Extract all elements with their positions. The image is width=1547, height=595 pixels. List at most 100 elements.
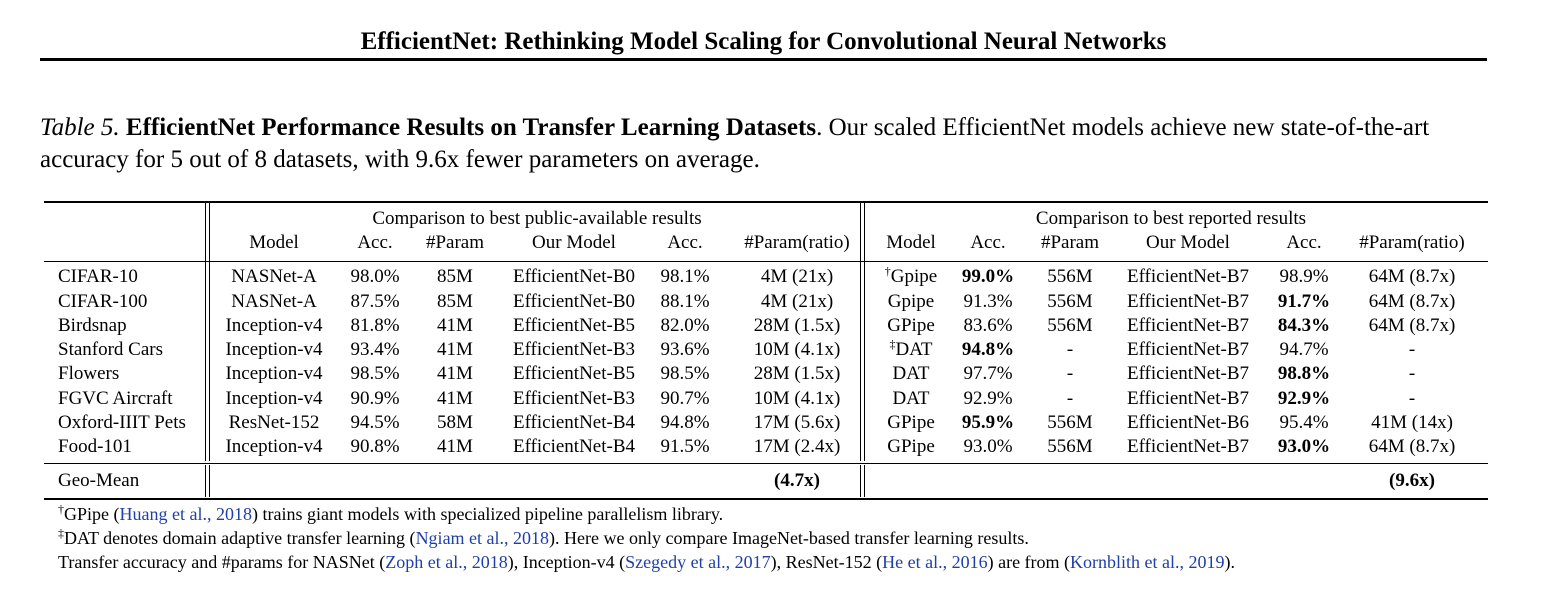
column-divider (864, 203, 865, 461)
table-cell: 41M (437, 388, 473, 409)
table-cell: 93.0% (963, 436, 1013, 457)
table-cell: 28M (1.5x) (753, 315, 841, 336)
table-cell: 17M (2.4x) (753, 436, 841, 457)
table-cell: 91.3% (963, 291, 1013, 312)
table-cell: 85M (437, 266, 473, 287)
geo-mean-right: (9.6x) (1389, 470, 1435, 491)
caption-title: EfficientNet Performance Results on Tran… (125, 114, 817, 141)
column-header: Model (886, 232, 936, 253)
table-cell: †Gpipe (884, 264, 938, 287)
table-cell: 64M (8.7x) (1368, 315, 1456, 336)
table-cell: 41M (437, 363, 473, 384)
table-cell: 556M (1047, 266, 1093, 287)
table-cell: 41M (437, 315, 473, 336)
table-cell: - (1408, 388, 1416, 409)
running-head: EfficientNet: Rethinking Model Scaling f… (360, 28, 1167, 55)
table-cell: EfficientNet-B3 (512, 388, 636, 409)
table-cell: EfficientNet-B3 (512, 339, 636, 360)
table-cell: 556M (1047, 315, 1093, 336)
dataset-name: Food-101 (58, 436, 132, 457)
column-header: Model (249, 232, 299, 253)
table-cell: 41M (437, 436, 473, 457)
table-cell: EfficientNet-B7 (1126, 363, 1250, 384)
caption-label: Table 5. (40, 114, 120, 141)
table-cell: 4M (21x) (760, 266, 834, 287)
geo-mean-label: Geo-Mean (58, 470, 140, 491)
table-cell: 99.0% (961, 266, 1015, 287)
table-cell: - (1066, 339, 1074, 360)
table-cell: 93.4% (350, 339, 400, 360)
table-cell: 90.7% (660, 388, 710, 409)
table-cell: 98.5% (660, 363, 710, 384)
table-cell: GPipe (887, 315, 935, 336)
table-cell: 41M (14x) (1371, 412, 1453, 433)
citation-link[interactable]: Zoph et al., 2018 (385, 552, 508, 572)
table-cell: 58M (437, 412, 473, 433)
table-cell: 93.6% (660, 339, 710, 360)
table-cell: 94.5% (350, 412, 400, 433)
table-header-rule (44, 261, 1488, 262)
table-cell: - (1408, 363, 1416, 384)
dataset-name: CIFAR-100 (58, 291, 148, 312)
column-header: Acc. (667, 232, 703, 253)
table-cell: 10M (4.1x) (753, 339, 841, 360)
table-cell: EfficientNet-B7 (1126, 266, 1250, 287)
column-header: #Param (1040, 232, 1100, 253)
footnote-sources: Transfer accuracy and #params for NASNet… (58, 552, 1236, 572)
table-cell: Gpipe (887, 291, 935, 312)
column-header: #Param(ratio) (744, 232, 850, 253)
table-cell: 83.6% (963, 315, 1013, 336)
group-header-left: Comparison to best public-available resu… (372, 208, 702, 229)
table-cell: 64M (8.7x) (1368, 266, 1456, 287)
table-cell: DAT (892, 363, 930, 384)
table-cell: 98.8% (1277, 363, 1331, 384)
table-cell: 87.5% (350, 291, 400, 312)
dataset-name: Flowers (58, 363, 120, 384)
table-cell: 98.0% (350, 266, 400, 287)
table-cell: 41M (437, 339, 473, 360)
column-divider (209, 203, 210, 461)
table-cell: 98.9% (1279, 266, 1329, 287)
table-cell: 556M (1047, 412, 1093, 433)
table-cell: EfficientNet-B5 (512, 315, 636, 336)
table-cell: 4M (21x) (760, 291, 834, 312)
table-cell: 95.9% (961, 412, 1015, 433)
table-cell: 92.9% (1277, 388, 1331, 409)
table-cell: NASNet-A (231, 266, 317, 287)
table-cell: DAT (892, 388, 930, 409)
table-cell: 94.8% (660, 412, 710, 433)
table-cell: EfficientNet-B7 (1126, 291, 1250, 312)
citation-link[interactable]: Szegedy et al., 2017 (625, 552, 771, 572)
table-cell: Inception-v4 (225, 363, 323, 384)
dataset-name: FGVC Aircraft (58, 388, 173, 409)
dataset-name: Stanford Cars (58, 339, 164, 360)
dataset-name: Birdsnap (58, 315, 127, 336)
column-header: Acc. (357, 232, 393, 253)
citation-link[interactable]: Huang et al., 2018 (119, 504, 252, 524)
table-cell: 93.0% (1277, 436, 1331, 457)
table-cell: 81.8% (350, 315, 400, 336)
caption-text: . Our scaled EfficientNet models achieve… (40, 114, 1430, 173)
table-cell: 91.7% (1277, 291, 1331, 312)
table-cell: 90.8% (350, 436, 400, 457)
footnote-dat: ‡DAT denotes domain adaptive transfer le… (58, 526, 1029, 548)
table-cell: Inception-v4 (225, 315, 323, 336)
citation-link[interactable]: Kornblith et al., 2019 (1070, 552, 1225, 572)
table-cell: - (1066, 363, 1074, 384)
column-divider (864, 465, 865, 497)
column-header: Our Model (532, 232, 616, 253)
table-cell: 90.9% (350, 388, 400, 409)
table-cell: GPipe (887, 436, 935, 457)
header-rule (40, 58, 1487, 61)
table-cell: EfficientNet-B7 (1126, 436, 1250, 457)
table-cell: EfficientNet-B7 (1126, 339, 1250, 360)
citation-link[interactable]: He et al., 2016 (882, 552, 988, 572)
citation-link[interactable]: Ngiam et al., 2018 (415, 528, 550, 548)
table-cell: EfficientNet-B0 (512, 291, 636, 312)
group-header-right: Comparison to best reported results (1035, 208, 1307, 229)
table-cell: Inception-v4 (225, 339, 323, 360)
table-cell: - (1408, 339, 1416, 360)
column-header: Our Model (1146, 232, 1230, 253)
column-header: #Param (425, 232, 485, 253)
table-cell: EfficientNet-B0 (512, 266, 636, 287)
